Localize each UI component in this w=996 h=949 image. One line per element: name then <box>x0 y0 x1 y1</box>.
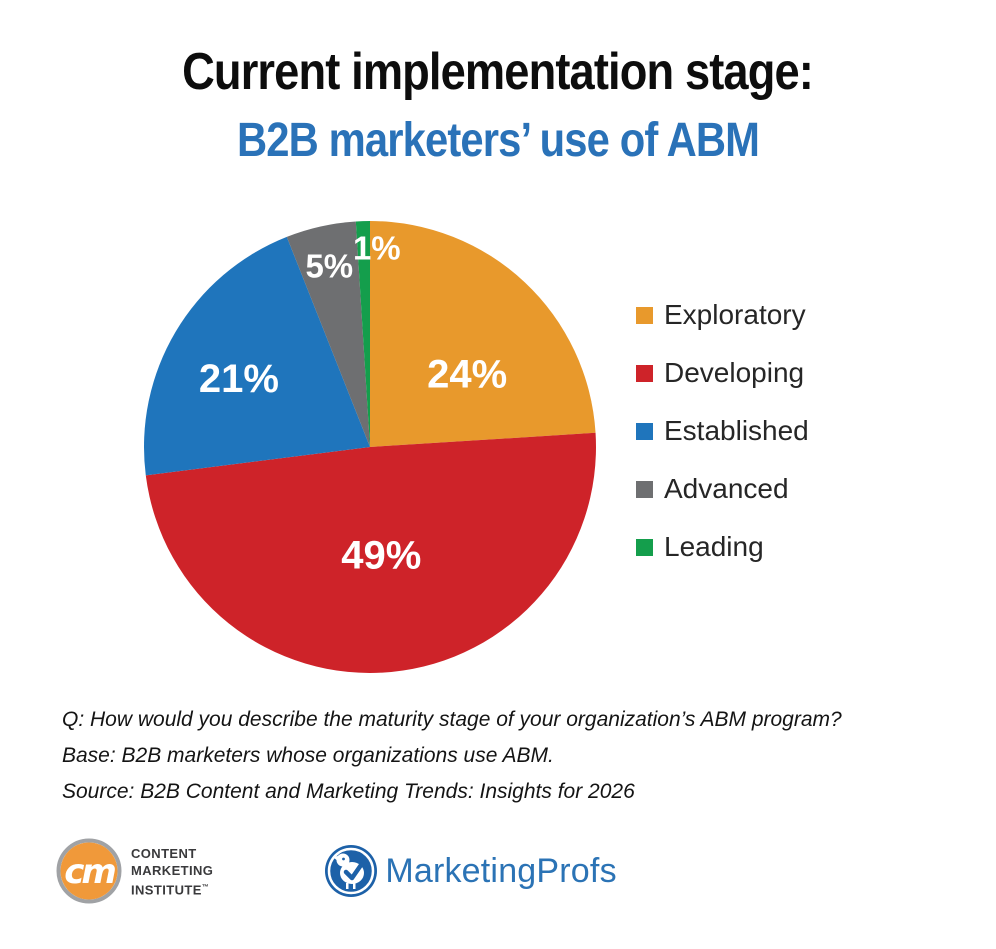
legend-swatch-leading <box>636 538 653 556</box>
legend-swatch-exploratory <box>636 306 653 324</box>
logo-bar: cm CONTENT MARKETING INSTITUTE™ Marketin… <box>56 838 617 904</box>
pie-slice-established <box>143 236 370 476</box>
legend-swatch-developing <box>636 364 653 382</box>
legend-label: Developing <box>664 357 805 388</box>
footnote-line-2: Base: B2B marketers whose organizations … <box>62 744 554 767</box>
cmi-text-line1: CONTENT <box>131 846 197 861</box>
cmi-text-line2: MARKETING <box>131 863 214 878</box>
pie-slice-exploratory <box>370 221 596 447</box>
legend-label: Leading <box>664 531 764 562</box>
cmi-logo-text: CONTENT MARKETING INSTITUTE™ <box>131 838 213 898</box>
marketingprofs-bird-icon <box>325 845 378 897</box>
pie-value-label-advanced: 5% <box>305 248 353 285</box>
cmi-logo: cm CONTENT MARKETING INSTITUTE™ <box>56 838 213 904</box>
svg-text:cm: cm <box>64 852 115 892</box>
pie-value-label-leading: 1% <box>353 230 401 267</box>
legend-item-exploratory: Exploratory <box>636 286 809 344</box>
legend-label: Established <box>664 415 809 446</box>
marketingprofs-logo: MarketingProfs <box>325 845 617 897</box>
chart-legend: Exploratory Developing Established Advanced… <box>636 286 809 576</box>
pie-slice-advanced <box>286 221 370 447</box>
pie-value-label-established: 21% <box>199 357 279 401</box>
footnote-line-3: Source: B2B Content and Marketing Trends… <box>62 780 635 803</box>
page-subtitle: B2B marketers’ use of ABM <box>236 114 760 168</box>
legend-item-advanced: Advanced <box>636 460 809 518</box>
cmi-text-line3: INSTITUTE™ <box>131 882 210 898</box>
legend-item-developing: Developing <box>636 344 809 402</box>
footnotes: Q: How would you describe the maturity s… <box>62 702 842 810</box>
footnote-line-1: Q: How would you describe the maturity s… <box>62 708 842 731</box>
legend-item-established: Established <box>636 402 809 460</box>
legend-swatch-established <box>636 422 653 440</box>
legend-label: Exploratory <box>664 299 806 330</box>
legend-swatch-advanced <box>636 480 653 498</box>
legend-item-leading: Leading <box>636 518 809 576</box>
pie-chart: 24% 49% 21% 5% 1% <box>143 221 596 673</box>
cmi-logo-icon: cm <box>56 838 122 904</box>
marketingprofs-logo-text: MarketingProfs <box>385 851 617 890</box>
pie-slice-leading <box>355 221 370 447</box>
pie-slice-developing <box>145 432 596 673</box>
pie-value-label-developing: 49% <box>341 534 421 578</box>
pie-value-label-exploratory: 24% <box>427 353 507 397</box>
page-title: Current implementation stage: <box>182 43 815 101</box>
legend-label: Advanced <box>664 473 789 504</box>
title-block: Current implementation stage: B2B market… <box>0 43 996 168</box>
